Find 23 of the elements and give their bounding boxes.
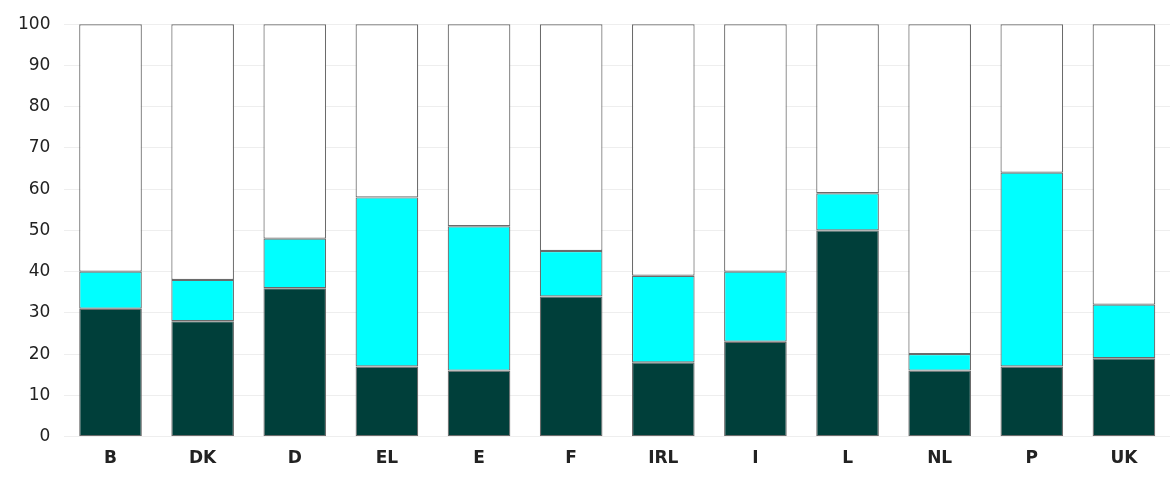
x-tick-label: E: [473, 447, 485, 468]
y-tick-label: 100: [17, 12, 51, 33]
x-tick-label: L: [842, 447, 854, 468]
y-tick-label: 20: [28, 342, 51, 363]
y-tick-label: 0: [39, 425, 51, 446]
x-tick-label: B: [104, 447, 117, 468]
x-tick-label: F: [565, 447, 577, 468]
x-tick-label: D: [287, 447, 302, 468]
x-tick-label: EL: [375, 447, 399, 468]
x-tick-label: I: [752, 447, 759, 468]
y-tick-label: 80: [28, 95, 51, 116]
y-tick-label: 90: [28, 53, 51, 74]
y-tick-label: 70: [28, 136, 51, 157]
y-tick-label: 40: [28, 260, 51, 281]
x-tick-label: UK: [1110, 447, 1139, 468]
y-tick-label: 30: [28, 301, 51, 322]
y-tick-label: 50: [28, 218, 51, 239]
x-tick-label: DK: [188, 447, 218, 468]
x-tick-label: NL: [927, 447, 953, 468]
x-tick-label: P: [1025, 447, 1039, 468]
y-tick-label: 10: [28, 383, 51, 404]
x-tick-label: IRL: [648, 447, 679, 468]
y-tick-label: 60: [28, 177, 51, 198]
